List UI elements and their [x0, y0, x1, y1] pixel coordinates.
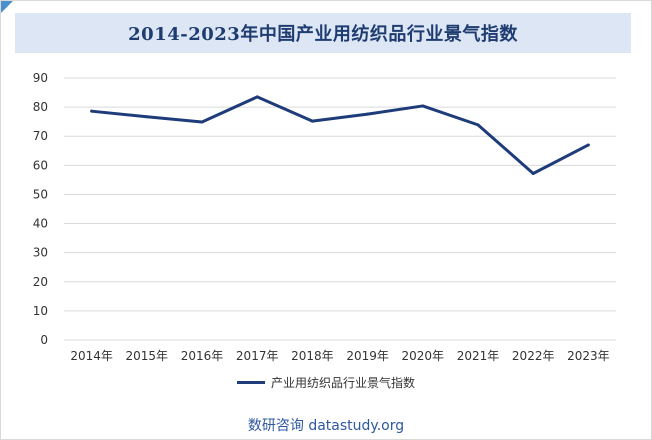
- x-tick-label: 2017年: [236, 349, 279, 363]
- y-tick-label: 50: [33, 187, 48, 201]
- corner-triangle-icon: [1, 1, 13, 13]
- data-point: [421, 104, 425, 108]
- x-tick-label: 2022年: [512, 349, 555, 363]
- title-bar: 2014-2023年中国产业用纺织品行业景气指数: [15, 13, 631, 53]
- data-point: [366, 112, 370, 116]
- source-credit: 数研咨询 datastudy.org: [247, 418, 405, 434]
- legend-label: 产业用纺织品行业景气指数: [270, 376, 415, 390]
- y-tick-label: 60: [33, 158, 48, 172]
- x-tick-label: 2016年: [181, 349, 224, 363]
- y-tick-label: 20: [33, 275, 48, 289]
- x-tick-label: 2021年: [457, 349, 500, 363]
- x-tick-label: 2018年: [291, 349, 334, 363]
- chart-title: 2014-2023年中国产业用纺织品行业景气指数: [128, 24, 518, 45]
- data-point: [255, 95, 259, 99]
- series-line: [91, 95, 590, 175]
- data-point: [586, 143, 590, 147]
- x-axis-ticks: 2014年 2015年 2016年 2017年 2018年 2019年 2020年 2021年…: [70, 349, 609, 363]
- data-point: [200, 120, 204, 124]
- y-tick-label: 90: [33, 71, 48, 85]
- y-tick-label: 30: [33, 246, 48, 260]
- data-point: [90, 109, 94, 113]
- y-tick-label: 70: [33, 129, 48, 143]
- x-tick-label: 2020年: [402, 349, 445, 363]
- x-tick-label: 2014年: [70, 349, 113, 363]
- data-point: [145, 115, 149, 119]
- y-tick-label: 80: [33, 100, 48, 114]
- x-tick-label: 2015年: [126, 349, 169, 363]
- data-point: [476, 123, 480, 127]
- series-lines: [90, 95, 590, 175]
- y-tick-label: 40: [33, 217, 48, 231]
- x-tick-label: 2019年: [346, 349, 389, 363]
- y-axis-ticks: 0 10 20 30 40 50 60 70 80 90: [33, 71, 48, 347]
- data-point: [310, 119, 314, 123]
- x-tick-label: 2023年: [567, 349, 610, 363]
- legend-swatch: [236, 381, 265, 384]
- legend: 产业用纺织品行业景气指数: [0, 374, 652, 391]
- y-tick-label: 10: [33, 304, 48, 318]
- y-tick-label: 0: [40, 333, 48, 347]
- data-point: [531, 171, 535, 175]
